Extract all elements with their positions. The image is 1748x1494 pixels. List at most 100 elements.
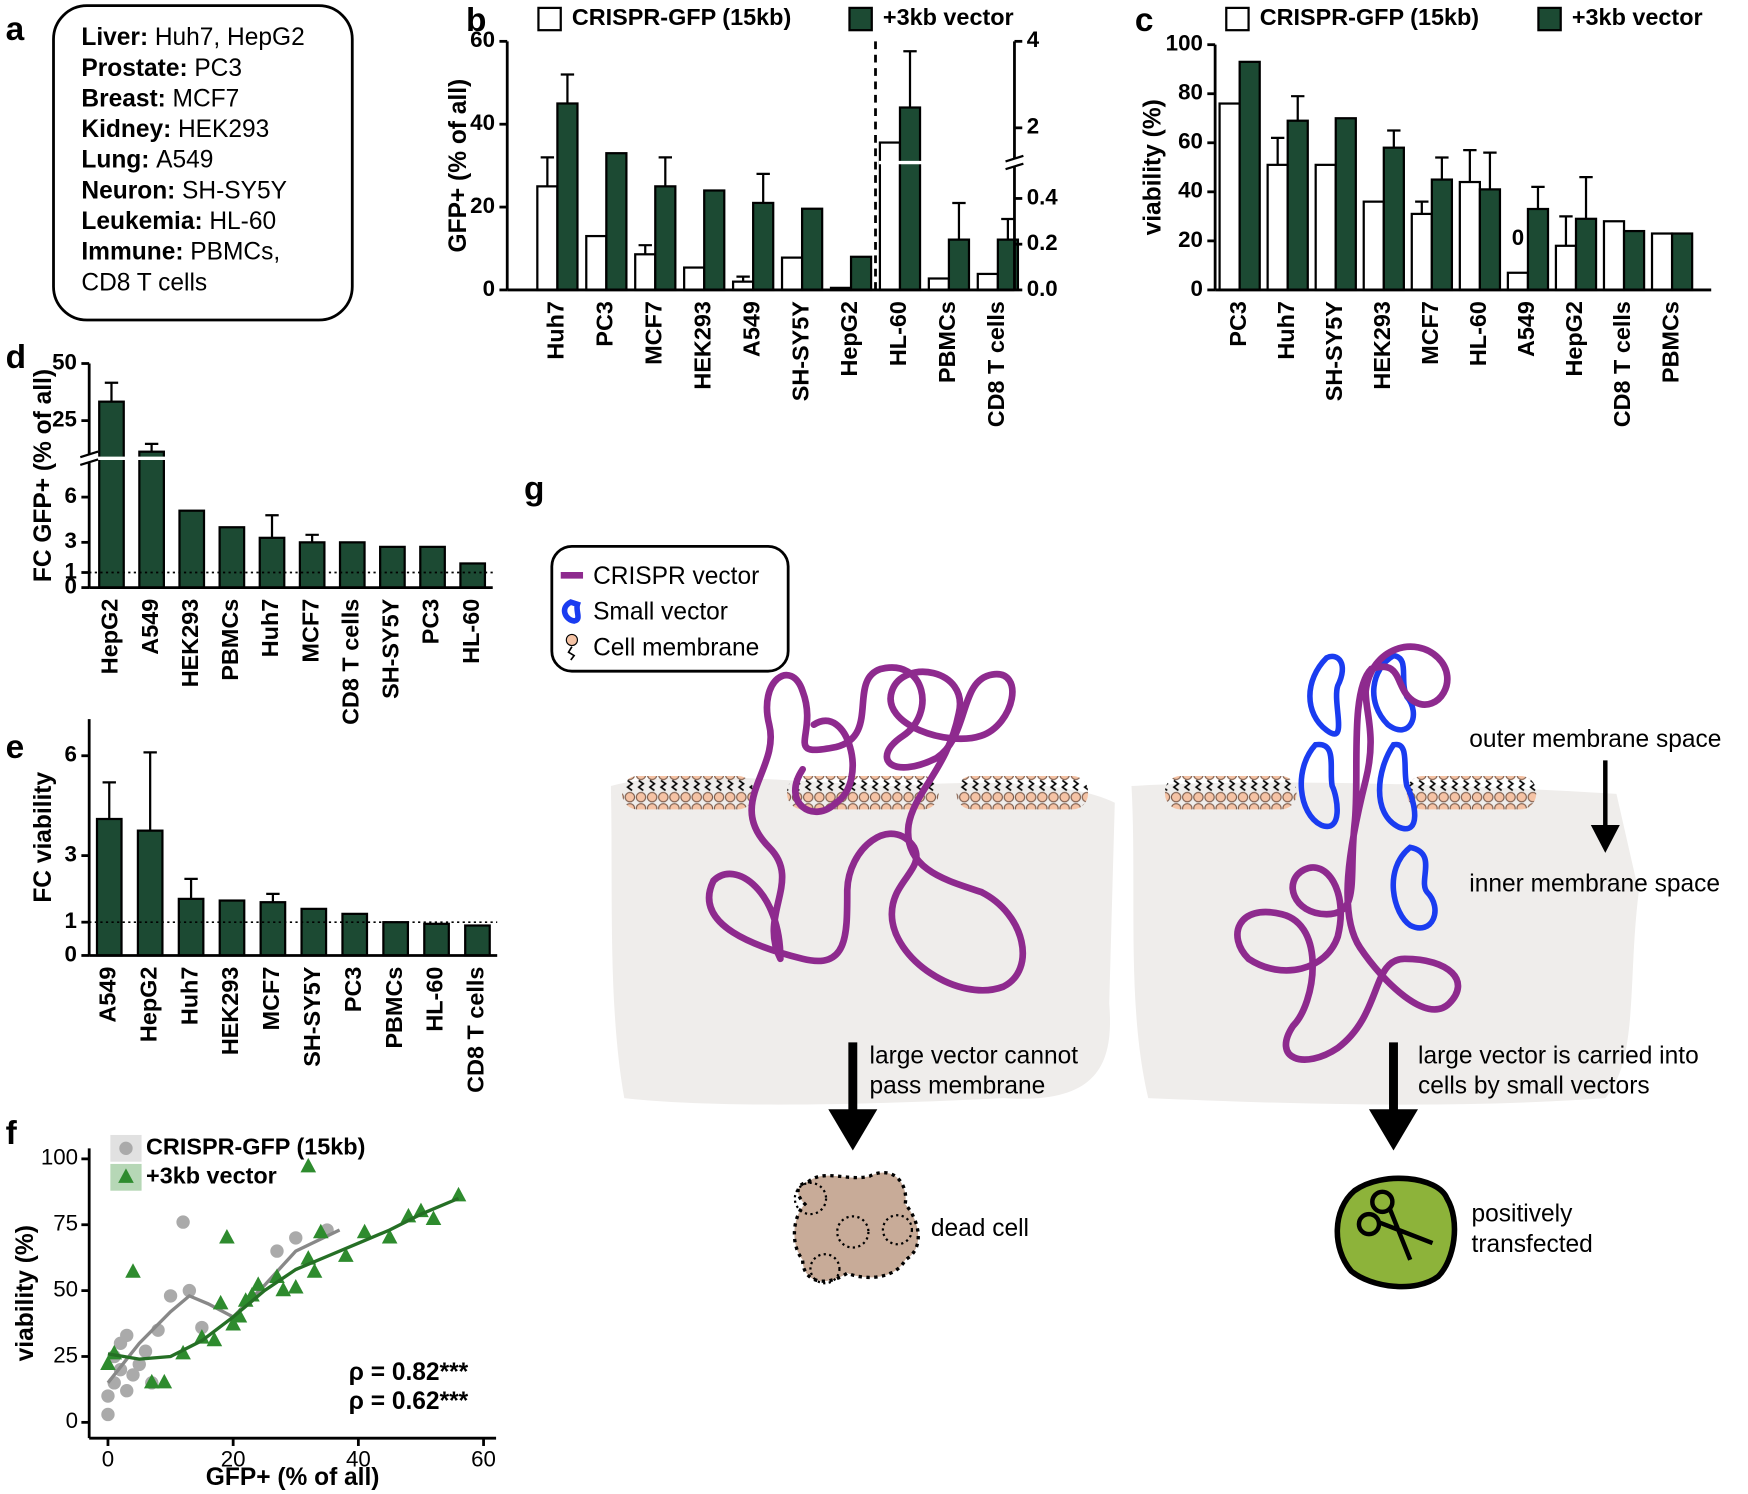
point [163, 1289, 178, 1303]
membrane [956, 775, 1089, 810]
y-tick-label: 80 [1178, 80, 1203, 105]
y-axis-label: FC viability [30, 772, 57, 903]
diagram-label: pass membrane [870, 1072, 1046, 1099]
error-bar [144, 442, 159, 452]
bar [1478, 188, 1502, 292]
y-tick-label: 3 [65, 528, 77, 553]
point [143, 1373, 160, 1389]
y-tick-label: 0 [65, 941, 77, 966]
axis-break [1005, 154, 1024, 163]
error-bar [184, 877, 198, 899]
bar [947, 238, 971, 292]
y-tick-label: 100 [1166, 31, 1203, 56]
diagram-label: inner membrane space [1469, 871, 1720, 898]
bar [1382, 146, 1405, 292]
panel-label: b [466, 2, 486, 39]
bar [464, 924, 491, 957]
tissue-label: Kidney: [81, 117, 171, 144]
y-tick-label: 1 [65, 558, 77, 583]
cell-lines: CD8 T cells [81, 270, 207, 297]
point [450, 1186, 467, 1202]
error-bar [658, 156, 672, 187]
membrane [1406, 775, 1537, 810]
point [195, 1320, 209, 1335]
scissors [1356, 1189, 1434, 1261]
panel-label: g [524, 470, 544, 507]
error-bar [1291, 95, 1305, 121]
bar [300, 907, 328, 957]
point [313, 1223, 329, 1239]
bar [341, 912, 369, 957]
point [126, 1368, 140, 1382]
tissue-label: Immune: [81, 239, 183, 266]
x-tick-label: Huh7 [1273, 301, 1299, 360]
y2-tick-label: 0.2 [1027, 230, 1058, 255]
axis-break [1005, 158, 1024, 167]
bar [459, 562, 487, 589]
x-tick-label: HEK293 [217, 967, 243, 1055]
point [120, 1384, 134, 1398]
x-tick-label: MCF7 [1417, 301, 1443, 365]
arrow-head [1590, 825, 1620, 853]
x-tick-label: PBMCs [1657, 301, 1683, 383]
error-bar [952, 201, 966, 240]
bar [379, 545, 406, 589]
panel-label: c [1135, 2, 1154, 39]
y-tick-label: 0 [483, 276, 495, 301]
x-tick-label: PC3 [340, 967, 366, 1013]
x-tick-label: PBMCs [934, 301, 960, 383]
vesicle [836, 1215, 870, 1249]
bar [1266, 163, 1289, 292]
error-bar [1579, 176, 1593, 219]
tissue-label: Liver: [81, 25, 148, 52]
y2-tick-label: 0.0 [1027, 276, 1058, 301]
y2-tick-label: 2 [1027, 114, 1039, 139]
x-tick-label: HL-60 [885, 301, 911, 366]
x-tick-label: CD8 T cells [463, 967, 489, 1093]
x-tick-label: HL-60 [1465, 301, 1491, 366]
cell-lines: SH-SY5Y [182, 178, 287, 205]
diagram-label: outer membrane space [1469, 726, 1721, 753]
y-axis-label: viability (%) [12, 1225, 39, 1361]
legend-swatch [537, 6, 562, 32]
bar [1670, 232, 1694, 292]
x-tick-label: HEK293 [689, 301, 715, 389]
bar [298, 541, 326, 589]
x-tick-label: PC3 [418, 599, 444, 645]
x-tick-label: SH-SY5Y [787, 301, 813, 402]
x-tick-label: SH-SY5Y [378, 598, 404, 699]
bar [258, 536, 286, 589]
bar [1218, 102, 1241, 292]
bar [800, 207, 824, 292]
x-tick-label: PBMCs [381, 967, 407, 1049]
cell-line-entry: Breast: MCF7 [81, 86, 239, 113]
diagram-text: CRISPR vector Small vector Cell membrane ou… [593, 563, 1721, 1258]
cytoplasm [610, 777, 1115, 1105]
bar [1334, 117, 1357, 292]
tissue-label: Leukemia: [81, 209, 202, 236]
point [100, 1355, 116, 1370]
bar [419, 545, 446, 589]
legend-label: CRISPR-GFP (15kb) [146, 1134, 365, 1160]
x-tick-label: 20 [221, 1446, 246, 1471]
point [381, 1228, 398, 1244]
point [250, 1276, 267, 1291]
legend-swatch [848, 6, 873, 32]
x-tick-label: CD8 T cells [1609, 301, 1635, 427]
point [231, 1308, 248, 1323]
legend-marker [118, 1168, 134, 1183]
bar [1314, 163, 1337, 292]
y-axis-label: GFP+ (% of all) [445, 79, 472, 253]
small-vector [1307, 653, 1346, 737]
legend-swatch [1225, 6, 1250, 32]
bar [382, 921, 410, 957]
membrane [622, 775, 754, 810]
x-axis-label: GFP+ (% of all) [206, 1464, 380, 1491]
bar [1362, 200, 1385, 292]
bar [423, 922, 450, 957]
error-bar [736, 275, 750, 282]
x-tick-label: PC3 [1225, 301, 1251, 347]
bar [1650, 232, 1674, 292]
error-bar [143, 751, 157, 831]
bar [683, 266, 706, 292]
